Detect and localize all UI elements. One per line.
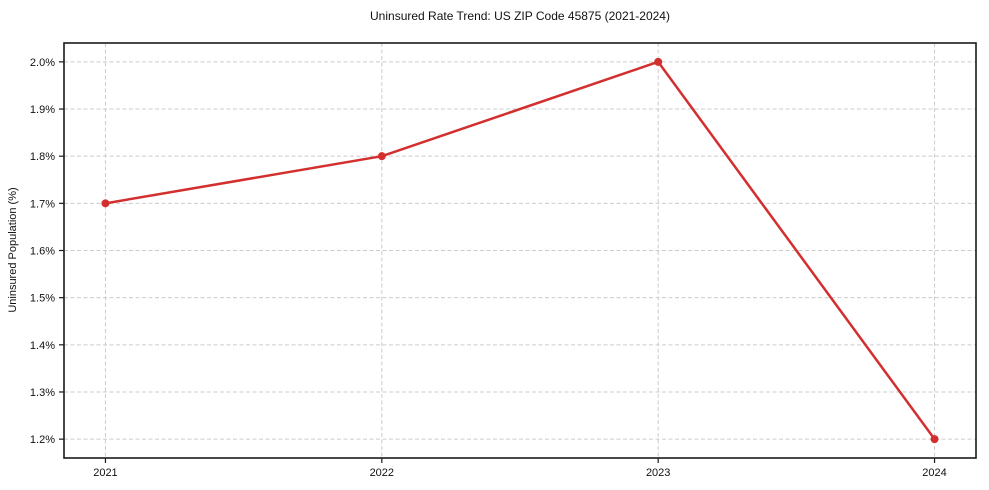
y-tick-label: 1.9% (30, 104, 55, 116)
y-tick-label: 1.8% (30, 151, 55, 163)
x-tick-label: 2021 (93, 467, 117, 479)
y-tick-label: 1.6% (30, 246, 55, 258)
trend-line (104, 60, 936, 441)
y-tick-label: 1.7% (30, 198, 55, 210)
data-point (377, 152, 386, 161)
y-tick-label: 1.5% (30, 293, 55, 305)
plot-border (63, 42, 977, 459)
y-tick-label: 1.2% (30, 434, 55, 446)
x-tick-label: 2023 (646, 467, 670, 479)
chart-title: Uninsured Rate Trend: US ZIP Code 45875 … (370, 9, 670, 23)
x-tick-label: 2022 (370, 467, 394, 479)
y-tick-label: 1.3% (30, 387, 55, 399)
data-point (654, 57, 663, 66)
y-tick-label: 2.0% (30, 57, 55, 69)
data-point (101, 199, 110, 208)
x-tick-label: 2024 (922, 467, 946, 479)
data-point (930, 435, 939, 444)
y-tick-label: 1.4% (30, 340, 55, 352)
